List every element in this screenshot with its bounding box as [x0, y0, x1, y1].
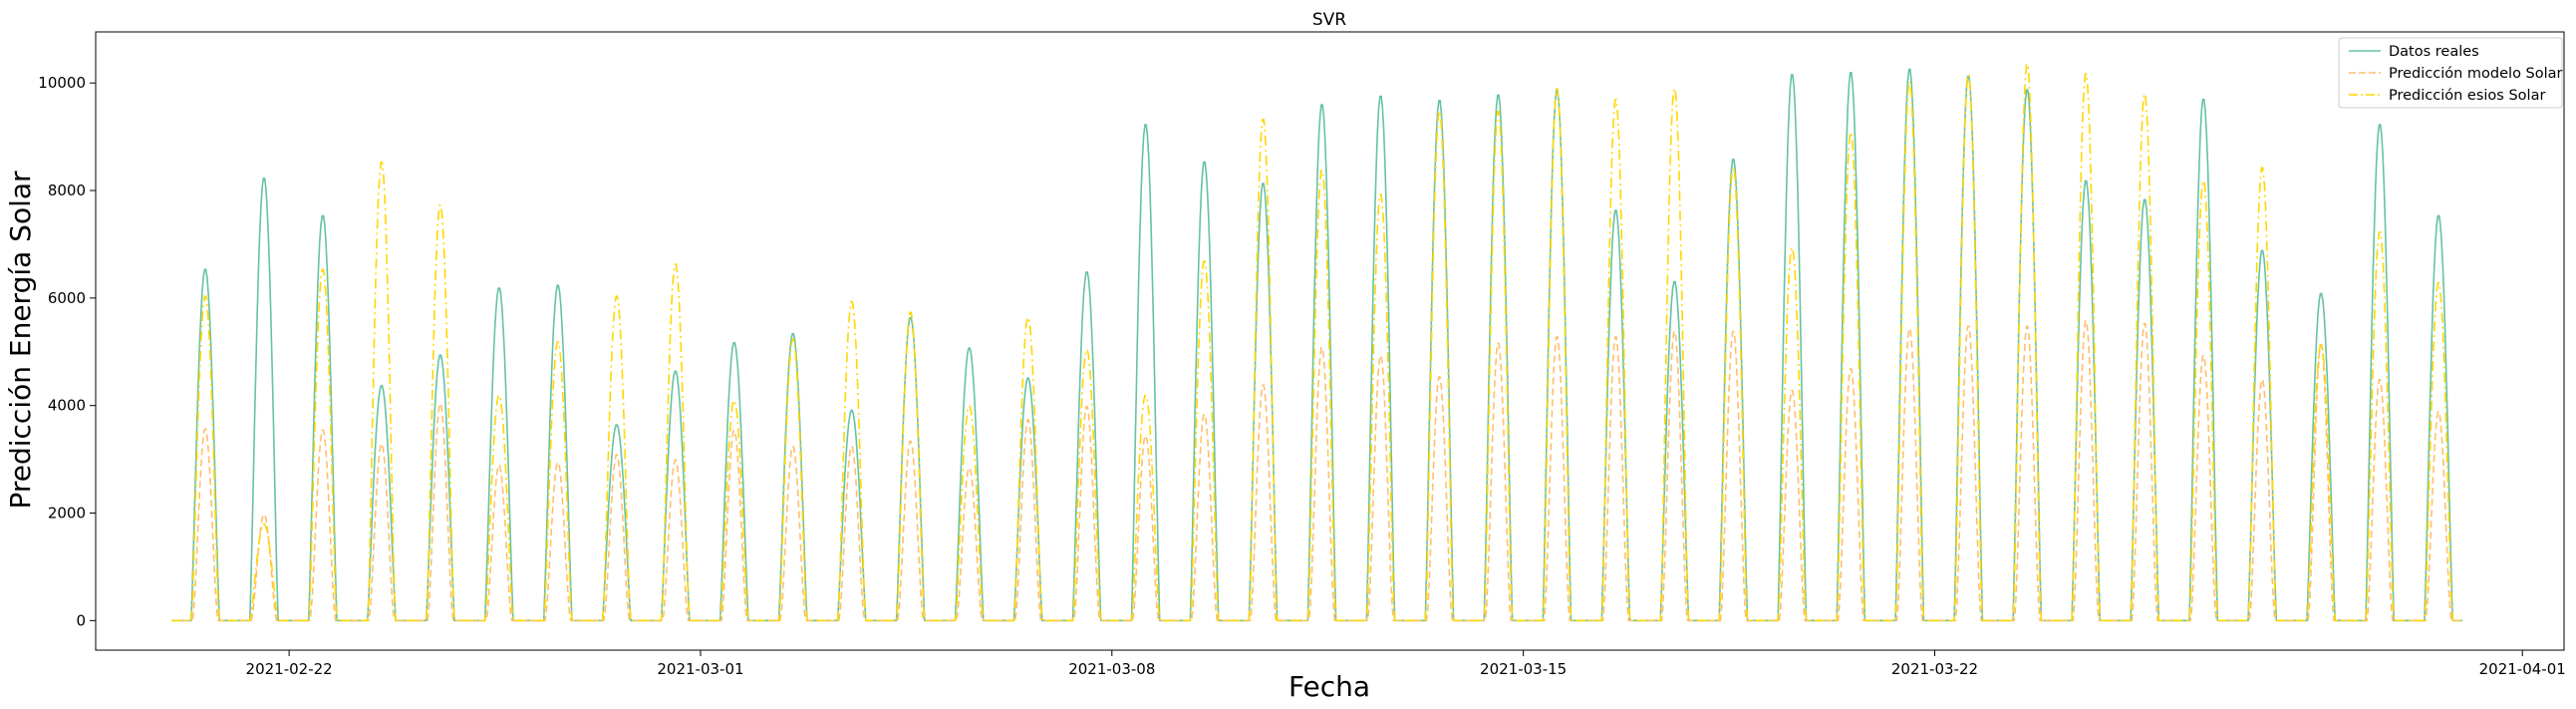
y-axis-title: Predicción Energía Solar [4, 171, 37, 510]
legend-label-datos-reales: Datos reales [2389, 44, 2479, 60]
chart-title: SVR [1312, 10, 1346, 30]
x-tick-label: 2021-04-01 [2479, 660, 2566, 678]
series-line-0 [171, 68, 2462, 622]
y-tick-label: 2000 [48, 505, 86, 523]
y-tick-label: 10000 [38, 74, 86, 92]
y-tick-label: 4000 [48, 397, 86, 415]
series-line-1 [171, 320, 2462, 622]
legend-box [2338, 37, 2563, 109]
series-line-2 [171, 63, 2462, 622]
x-tick-label: 2021-03-08 [1068, 660, 1155, 678]
x-tick-label: 2021-03-01 [657, 660, 743, 678]
x-tick-label: 2021-03-15 [1480, 660, 1567, 678]
y-tick-label: 0 [76, 611, 86, 629]
legend-label-esios-solar: Predicción esios Solar [2389, 88, 2545, 104]
x-axis-title: Fecha [1288, 670, 1370, 703]
series-layer [171, 63, 2462, 622]
x-tick-label: 2021-02-22 [246, 660, 333, 678]
y-tick-label: 8000 [48, 181, 86, 199]
x-tick-label: 2021-03-22 [1891, 660, 1978, 678]
legend: Datos reales Predicción modelo Solar Pre… [2338, 37, 2563, 109]
axes: 2021-02-22 2021-03-01 2021-03-08 2021-03-15… [38, 74, 2566, 678]
y-tick-label: 6000 [48, 289, 86, 307]
legend-label-modelo-solar: Predicción modelo Solar [2389, 66, 2563, 82]
